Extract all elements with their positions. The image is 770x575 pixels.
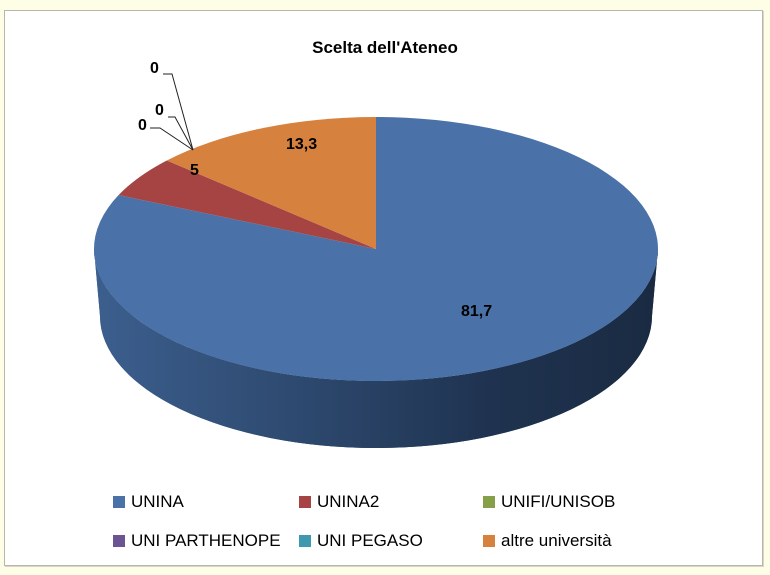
legend-label: UNI PARTHENOPE bbox=[131, 531, 281, 550]
data-label-uni-parthenope: 0 bbox=[155, 102, 164, 119]
legend-swatch bbox=[483, 535, 495, 547]
legend-item-uni-parthenope: UNI PARTHENOPE bbox=[113, 531, 281, 551]
legend-swatch bbox=[299, 535, 311, 547]
legend-label: altre università bbox=[501, 531, 612, 550]
legend-swatch bbox=[483, 496, 495, 508]
data-label-altre: 13,3 bbox=[286, 136, 318, 153]
legend-label: UNI PEGASO bbox=[317, 531, 423, 550]
data-label-unifi-unisob: 0 bbox=[138, 117, 147, 134]
legend-swatch bbox=[299, 496, 311, 508]
legend-item-altre: altre università bbox=[483, 531, 612, 551]
legend-label: UNIFI/UNISOB bbox=[501, 492, 616, 511]
pie-top bbox=[93, 117, 659, 381]
legend-label: UNINA bbox=[131, 492, 184, 511]
data-label-uni-pegaso: 0 bbox=[150, 60, 159, 77]
pie-slice-unina2 bbox=[118, 160, 376, 249]
legend-label: UNINA2 bbox=[317, 492, 380, 511]
legend-item-uni-pegaso: UNI PEGASO bbox=[299, 531, 423, 551]
data-label-unina2: 5 bbox=[190, 162, 199, 179]
data-label-unina: 81,7 bbox=[461, 303, 493, 320]
legend-item-unina: UNINA bbox=[113, 492, 184, 512]
chart-title: Scelta dell'Ateneo bbox=[312, 38, 458, 57]
legend-swatch bbox=[113, 496, 125, 508]
leader-lines bbox=[150, 73, 194, 151]
legend-item-unina2: UNINA2 bbox=[299, 492, 379, 512]
legend-swatch bbox=[113, 535, 125, 547]
pie-slice-altre-universit- bbox=[166, 117, 376, 249]
legend-item-unifi-unisob: UNIFI/UNISOB bbox=[483, 492, 615, 512]
